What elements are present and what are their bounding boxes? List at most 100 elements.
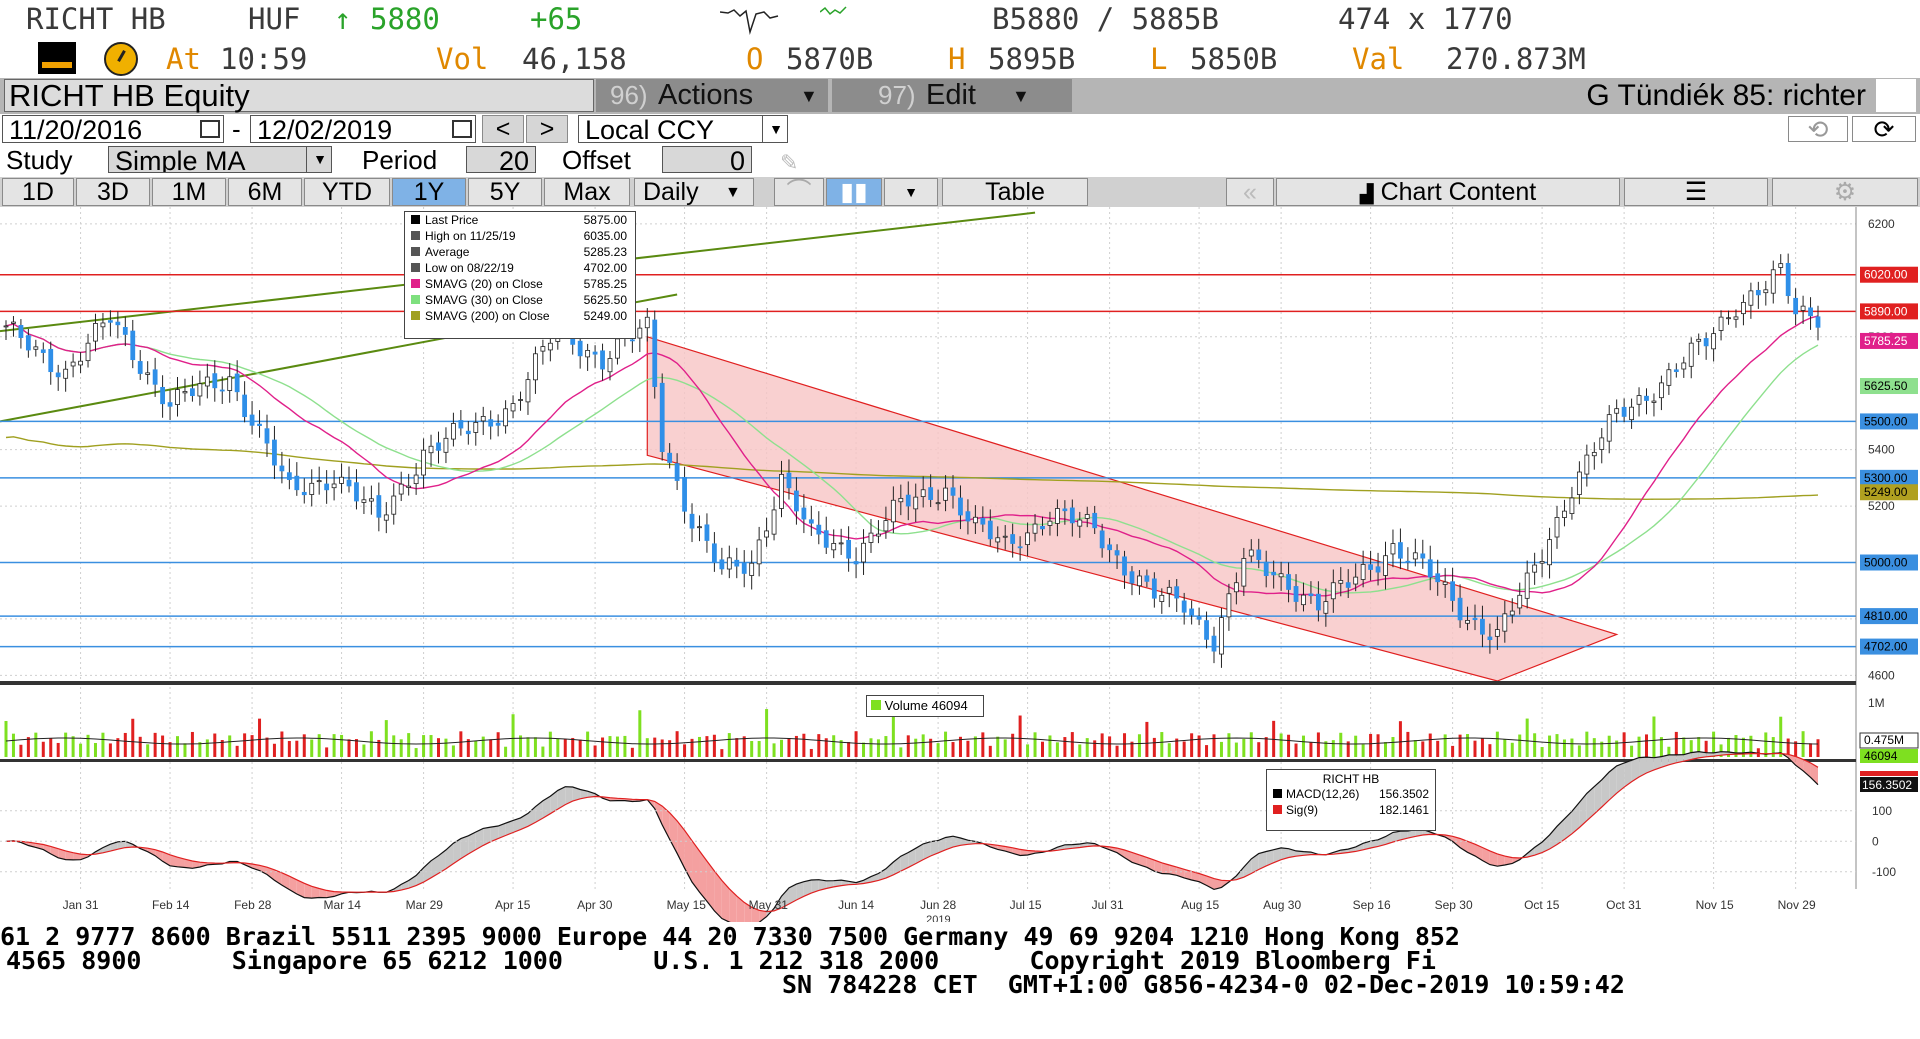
price-tag-bg	[1860, 378, 1918, 395]
offset-field[interactable]: 0	[662, 146, 752, 173]
chevron-down-icon[interactable]: ▼	[306, 146, 333, 173]
candle-body	[286, 472, 292, 480]
macd-fill	[692, 840, 700, 893]
macd-legend[interactable]: RICHT HB MACD(12,26) 156.3502 Sig(9) 182.14…	[1266, 769, 1436, 831]
pencil-icon[interactable]: ✎	[780, 150, 799, 175]
volume-bar	[556, 738, 560, 757]
line-chart-type-button[interactable]: ⌒	[774, 178, 824, 206]
table-button[interactable]: Table	[942, 178, 1088, 206]
volume-bar	[630, 747, 634, 757]
candle-body	[1196, 616, 1202, 620]
next-period-button[interactable]: >	[526, 115, 568, 143]
high-value: 5895B	[988, 42, 1076, 76]
speedometer-icon[interactable]	[104, 42, 138, 76]
volume-legend[interactable]: Volume 46094	[866, 695, 984, 717]
range-button-ytd[interactable]: YTD	[304, 178, 390, 206]
candle-body	[234, 373, 240, 393]
settings-button[interactable]: ⚙	[1772, 178, 1918, 206]
candle-body	[152, 369, 158, 385]
candle-body	[1591, 451, 1597, 457]
volume-bar	[936, 743, 940, 757]
macd-fill	[930, 840, 939, 857]
candle-body	[458, 420, 464, 429]
annotation-tools-button[interactable]: ☰	[1624, 178, 1768, 206]
edit-menu[interactable]: 97) Edit ▼	[832, 79, 1072, 112]
chart-grid	[0, 207, 1856, 889]
range-button-1y[interactable]: 1Y	[392, 178, 466, 206]
price-tag-label: 5000.00	[1864, 556, 1908, 570]
range-button-3d[interactable]: 3D	[76, 178, 150, 206]
currency-select[interactable]: Local CCY	[578, 115, 788, 143]
previous-period-button[interactable]: <	[482, 115, 524, 143]
start-date-field[interactable]: 11/20/2016	[2, 115, 224, 143]
volume-bar	[101, 732, 105, 757]
range-button-6m[interactable]: 6M	[228, 178, 302, 206]
volume-bar	[1279, 733, 1283, 757]
candle-body	[1599, 437, 1605, 450]
volume-bar	[697, 736, 701, 757]
study-select[interactable]: Simple MA	[108, 146, 332, 173]
candle-body	[25, 335, 31, 351]
price-tick-label: 5200	[1868, 499, 1895, 513]
undo-button[interactable]: ⟲	[1788, 116, 1848, 142]
chart-content-button[interactable]: ▟ Chart Content	[1276, 178, 1620, 206]
macd-fill	[1228, 875, 1237, 882]
macd-fill	[736, 896, 745, 928]
range-button-max[interactable]: Max	[544, 178, 630, 206]
range-button-1d[interactable]: 1D	[2, 178, 74, 206]
calendar-icon[interactable]	[452, 120, 472, 138]
security-name[interactable]: RICHT HB Equity	[4, 79, 594, 112]
redo-button[interactable]: ⟳	[1852, 116, 1916, 142]
price-legend[interactable]: Last Price 5875.00 High on 11/25/19 6035.00…	[404, 211, 636, 339]
candle-body	[1427, 559, 1433, 578]
candle-body	[1405, 560, 1411, 563]
volume-bar	[675, 731, 679, 757]
range-button-5y[interactable]: 5Y	[468, 178, 542, 206]
candle-body	[995, 537, 1001, 543]
chart-type-dropdown[interactable]: ▼	[884, 178, 938, 206]
candle-body	[1778, 263, 1784, 268]
volume-bar	[1137, 734, 1141, 757]
volume-bar	[772, 743, 776, 757]
volume-bar	[1257, 742, 1261, 757]
volume-bar	[86, 734, 90, 757]
chart-area[interactable]: 62005800540052005000480046006020.005890.…	[0, 207, 1920, 932]
macd-fill	[184, 859, 193, 869]
candle-body	[421, 449, 426, 476]
candle-body	[540, 346, 546, 352]
price-chart[interactable]: 62005800540052005000480046006020.005890.…	[0, 207, 1920, 932]
footer-line-1: 61 2 9777 8600 Brazil 5511 2395 9000 Eur…	[0, 922, 1460, 951]
volume-bar	[1809, 743, 1813, 757]
price-change: +65	[530, 2, 583, 36]
macd-fill	[1601, 772, 1610, 808]
macd-fill	[1296, 850, 1304, 857]
candle-body	[1793, 297, 1799, 315]
volume-bar	[377, 739, 381, 757]
volume-bar	[1384, 742, 1388, 757]
candle-body	[368, 498, 374, 502]
volume-bar	[325, 747, 329, 757]
candle-body	[1494, 629, 1500, 637]
actions-menu[interactable]: 96) Actions ▼	[596, 79, 828, 112]
end-date-field[interactable]: 12/02/2019	[250, 115, 476, 143]
macd-fill	[1273, 847, 1282, 863]
candle-body	[55, 372, 61, 378]
chevron-down-icon[interactable]: ▼	[762, 115, 789, 143]
volume-bar	[146, 744, 150, 757]
volume-swatch	[871, 700, 881, 710]
date-tick-label: Mar 29	[406, 898, 444, 912]
volume-bar	[1466, 734, 1470, 757]
period-field[interactable]: 20	[466, 146, 536, 173]
legend-swatch	[1273, 805, 1282, 814]
frequency-select[interactable]: Daily ▼	[634, 178, 754, 206]
candle-body	[808, 519, 814, 524]
volume-bar	[1503, 738, 1507, 757]
calendar-icon[interactable]	[200, 120, 220, 138]
candle-chart-type-button[interactable]: ▮▮	[826, 178, 882, 206]
frequency-value: Daily	[643, 178, 699, 206]
date-tick-label: Jun 28	[920, 898, 956, 912]
collapse-left-button[interactable]: «	[1226, 178, 1274, 206]
currency-code: HUF	[248, 2, 301, 36]
candle-body	[33, 346, 39, 350]
range-button-1m[interactable]: 1M	[152, 178, 226, 206]
